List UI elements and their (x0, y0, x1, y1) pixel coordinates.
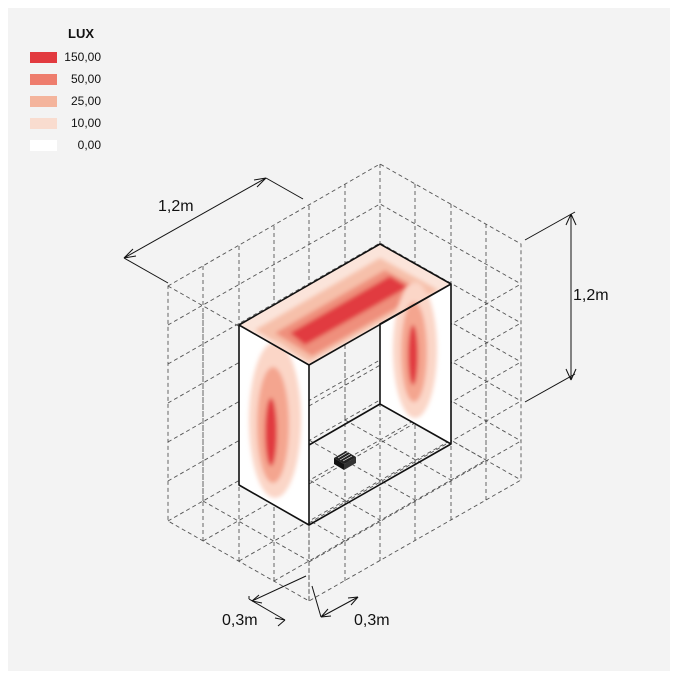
illuminance-heatmap (239, 244, 451, 525)
legend-label: 10,00 (70, 116, 101, 130)
grid-floor-lines (167, 399, 522, 582)
grid-back-face (167, 163, 522, 602)
legend-label: 0,00 (77, 138, 101, 152)
left-heat-core (265, 398, 277, 466)
legend-item-50: 50,00 (30, 72, 150, 86)
right-heat-core (408, 325, 418, 385)
offset-right-dimension (311, 585, 359, 618)
light-fixture-icon (334, 451, 356, 470)
offset-left-dimension (248, 575, 307, 627)
offset-right-label: 0,3m (354, 612, 390, 629)
frame-outer-edges (238, 243, 452, 526)
frame-outline (238, 243, 452, 526)
height-dimension (524, 211, 577, 403)
legend-label: 150,00 (64, 50, 101, 64)
width-dimension (123, 177, 304, 284)
height-label: 1,2m (573, 287, 609, 304)
dashed-grid (167, 163, 522, 602)
legend-item-10: 10,00 (30, 116, 150, 130)
legend-swatch (30, 52, 57, 63)
legend-label: 50,00 (70, 72, 101, 86)
legend-swatch (30, 96, 57, 107)
legend-item-25: 25,00 (30, 94, 150, 108)
legend-swatch (30, 140, 57, 151)
offset-left-label: 0,3m (222, 612, 258, 629)
legend-swatch (30, 118, 57, 129)
legend-label: 25,00 (70, 94, 101, 108)
width-label: 1,2m (158, 198, 194, 215)
legend-title: LUX (68, 26, 94, 41)
legend-item-0: 0,00 (30, 138, 150, 152)
legend-item-150: 150,00 (30, 50, 150, 64)
legend-swatch (30, 74, 57, 85)
top-heat-core (290, 276, 408, 345)
